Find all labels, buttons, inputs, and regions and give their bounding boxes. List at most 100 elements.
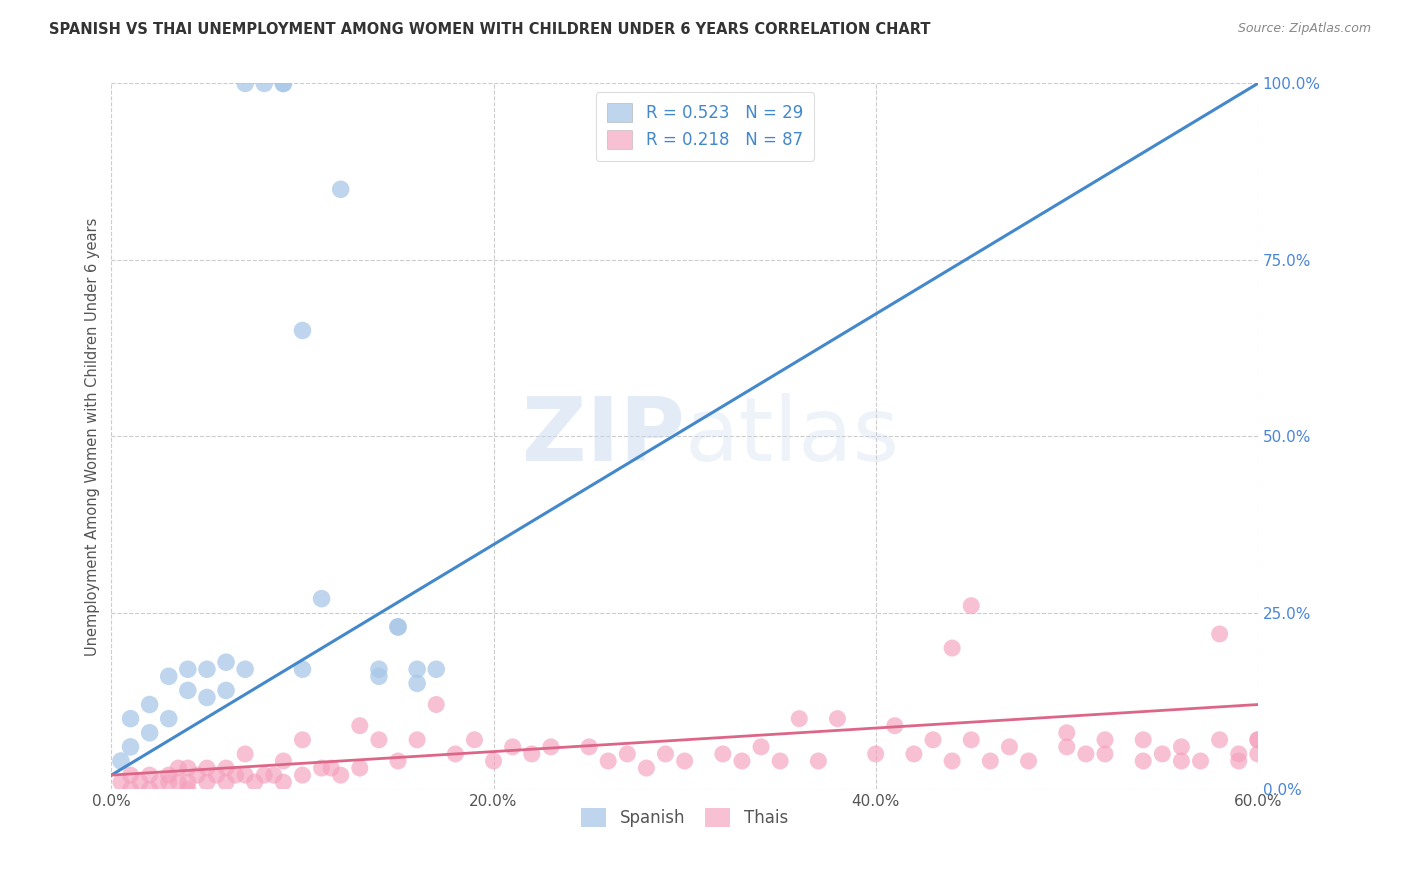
Point xyxy=(425,662,447,676)
Point xyxy=(215,655,238,669)
Point xyxy=(636,761,658,775)
Point xyxy=(273,77,295,91)
Point xyxy=(110,754,132,768)
Point xyxy=(195,690,218,705)
Point xyxy=(120,768,142,782)
Point xyxy=(540,739,562,754)
Point xyxy=(1208,627,1230,641)
Point xyxy=(406,662,429,676)
Point xyxy=(157,775,180,789)
Point xyxy=(444,747,467,761)
Point xyxy=(311,591,333,606)
Point xyxy=(148,775,170,789)
Point xyxy=(1247,747,1270,761)
Point xyxy=(263,768,285,782)
Point xyxy=(520,747,543,761)
Point xyxy=(865,747,887,761)
Point xyxy=(463,732,485,747)
Point xyxy=(177,761,200,775)
Point xyxy=(1227,754,1250,768)
Point xyxy=(1247,732,1270,747)
Point xyxy=(120,782,142,797)
Point xyxy=(177,775,200,789)
Point xyxy=(502,739,524,754)
Point xyxy=(215,683,238,698)
Point xyxy=(120,739,142,754)
Point xyxy=(903,747,925,761)
Point xyxy=(387,620,409,634)
Point xyxy=(406,732,429,747)
Point xyxy=(177,782,200,797)
Point xyxy=(807,754,830,768)
Point xyxy=(157,712,180,726)
Point xyxy=(1247,732,1270,747)
Point xyxy=(233,768,256,782)
Point xyxy=(1074,747,1097,761)
Point xyxy=(291,323,314,337)
Point xyxy=(273,775,295,789)
Point xyxy=(598,754,620,768)
Point xyxy=(998,739,1021,754)
Point xyxy=(195,775,218,789)
Point xyxy=(291,662,314,676)
Point xyxy=(1132,754,1154,768)
Point xyxy=(1189,754,1212,768)
Point xyxy=(291,768,314,782)
Point xyxy=(1227,747,1250,761)
Point xyxy=(138,768,160,782)
Point xyxy=(215,775,238,789)
Point xyxy=(1056,739,1078,754)
Point xyxy=(205,768,228,782)
Point xyxy=(769,754,792,768)
Point xyxy=(482,754,505,768)
Point xyxy=(167,761,190,775)
Point xyxy=(157,768,180,782)
Point xyxy=(827,712,849,726)
Point xyxy=(1018,754,1040,768)
Y-axis label: Unemployment Among Women with Children Under 6 years: Unemployment Among Women with Children U… xyxy=(86,217,100,656)
Legend: Spanish, Thais: Spanish, Thais xyxy=(575,802,794,834)
Point xyxy=(941,754,963,768)
Point xyxy=(157,669,180,683)
Point xyxy=(177,662,200,676)
Text: atlas: atlas xyxy=(685,392,900,480)
Point xyxy=(787,712,810,726)
Point xyxy=(941,641,963,656)
Point xyxy=(749,739,772,754)
Point xyxy=(273,77,295,91)
Point xyxy=(167,775,190,789)
Text: SPANISH VS THAI UNEMPLOYMENT AMONG WOMEN WITH CHILDREN UNDER 6 YEARS CORRELATION: SPANISH VS THAI UNEMPLOYMENT AMONG WOMEN… xyxy=(49,22,931,37)
Point xyxy=(138,725,160,739)
Point xyxy=(367,732,389,747)
Point xyxy=(253,768,276,782)
Point xyxy=(1170,754,1192,768)
Point xyxy=(291,732,314,747)
Point xyxy=(129,775,152,789)
Point xyxy=(225,768,247,782)
Text: ZIP: ZIP xyxy=(522,392,685,480)
Point xyxy=(1132,732,1154,747)
Point xyxy=(195,662,218,676)
Point xyxy=(349,761,371,775)
Point xyxy=(406,676,429,690)
Point xyxy=(960,732,983,747)
Point xyxy=(616,747,638,761)
Point xyxy=(311,761,333,775)
Point xyxy=(349,719,371,733)
Point xyxy=(233,77,256,91)
Point xyxy=(1170,739,1192,754)
Point xyxy=(960,599,983,613)
Point xyxy=(425,698,447,712)
Point xyxy=(731,754,754,768)
Point xyxy=(387,754,409,768)
Point xyxy=(110,775,132,789)
Point xyxy=(387,620,409,634)
Point xyxy=(321,761,343,775)
Point xyxy=(273,754,295,768)
Point xyxy=(186,768,208,782)
Point xyxy=(578,739,600,754)
Point xyxy=(711,747,734,761)
Point xyxy=(195,761,218,775)
Point xyxy=(120,712,142,726)
Point xyxy=(177,683,200,698)
